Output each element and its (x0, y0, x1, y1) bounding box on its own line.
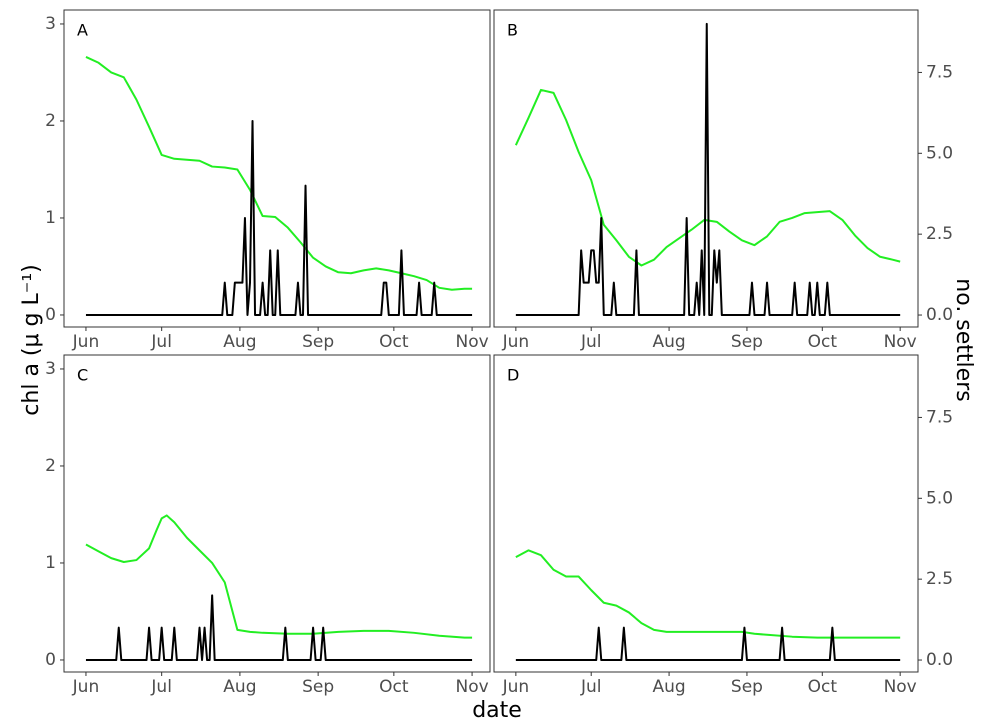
x-tick-label: Jun (72, 332, 100, 352)
chl-line (85, 514, 473, 639)
x-tick-label: Jul (150, 677, 172, 697)
chl-line (85, 56, 473, 291)
settlers-line (515, 22, 901, 317)
y-tick-label: 2 (45, 111, 56, 131)
x-tick-label: Sep (731, 332, 763, 352)
y2-tick-label: 0.0 (926, 650, 953, 670)
x-tick-label: Nov (884, 332, 917, 352)
x-tick-label: Aug (223, 332, 256, 352)
x-tick-label: Nov (455, 332, 488, 352)
y2-tick-label: 5.0 (926, 488, 953, 508)
x-tick-label: Aug (223, 677, 256, 697)
chl-line (514, 88, 901, 267)
chl-line (515, 549, 901, 639)
x-tick-label: Jun (502, 332, 530, 352)
x-tick-label: Oct (808, 332, 838, 352)
y2-tick-label: 7.5 (926, 407, 953, 427)
settlers-line (85, 119, 473, 317)
y2-axis-label: no. settlers (951, 278, 976, 401)
y-tick-label: 2 (45, 456, 56, 476)
panel-frame (493, 9, 919, 328)
panel-frame (63, 354, 491, 673)
x-tick-label: Jul (580, 677, 602, 697)
y-tick-label: 3 (45, 14, 56, 34)
y-axis-label: chl a (μ g L⁻¹) (19, 264, 44, 415)
x-tick-label: Sep (302, 677, 334, 697)
x-tick-label: Nov (884, 677, 917, 697)
panel-frame (63, 9, 491, 328)
y-tick-label: 3 (45, 359, 56, 379)
y2-tick-label: 0.0 (926, 305, 953, 325)
panel-label: C (77, 366, 88, 385)
settlers-line (515, 626, 901, 662)
settlers-line (85, 594, 473, 662)
x-tick-label: Oct (379, 332, 409, 352)
panel-label: A (77, 21, 88, 40)
y2-tick-label: 5.0 (926, 143, 953, 163)
y2-tick-label: 2.5 (926, 224, 953, 244)
x-tick-label: Aug (652, 677, 685, 697)
x-tick-label: Sep (302, 332, 334, 352)
x-tick-label: Nov (455, 677, 488, 697)
x-tick-label: Jun (72, 677, 100, 697)
panel-frame (493, 354, 919, 673)
x-tick-label: Jul (580, 332, 602, 352)
x-tick-label: Oct (808, 677, 838, 697)
panel-label: D (507, 366, 519, 385)
y-tick-label: 0 (45, 650, 56, 670)
y-tick-label: 1 (45, 208, 56, 228)
x-tick-label: Sep (731, 677, 763, 697)
y-tick-label: 1 (45, 553, 56, 573)
x-tick-label: Jun (502, 677, 530, 697)
y2-tick-label: 7.5 (926, 62, 953, 82)
y-tick-label: 0 (45, 305, 56, 325)
panel-label: B (507, 21, 518, 40)
x-tick-label: Aug (652, 332, 685, 352)
x-tick-label: Oct (379, 677, 409, 697)
y2-tick-label: 2.5 (926, 569, 953, 589)
x-tick-label: Jul (150, 332, 172, 352)
x-axis-label: date (472, 698, 522, 723)
